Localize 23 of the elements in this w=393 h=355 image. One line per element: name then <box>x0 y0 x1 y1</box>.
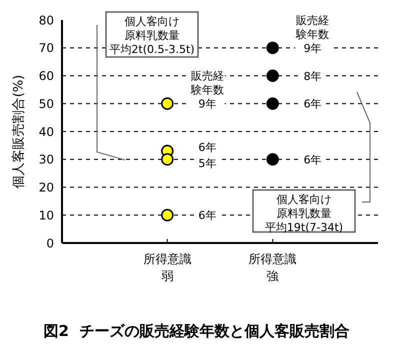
x-tick-label: 所得意識弱 <box>143 252 192 283</box>
y-tick-label: 0 <box>46 236 54 250</box>
y-tick-label: 20 <box>38 180 54 195</box>
y-tick-label: 60 <box>38 69 54 84</box>
annotation: 6年 <box>198 141 216 154</box>
y-axis-title: 個人客販売割合(%) <box>10 74 27 188</box>
annotation: 8年 <box>304 70 322 83</box>
x-tick-label: 所得意識強 <box>248 252 297 283</box>
y-tick-label: 70 <box>38 41 54 56</box>
annotation: 個人客向け原料乳数量平均2t(0.5-3.5t) <box>109 15 195 56</box>
annotation: 5年 <box>198 157 216 170</box>
y-tick-label: 40 <box>38 124 54 139</box>
y-tick-label: 50 <box>38 96 54 111</box>
y-tick-label: 30 <box>38 152 54 167</box>
annotation: 販売経験年数9年 <box>295 14 330 55</box>
annotation: 6年 <box>198 209 216 222</box>
annotation: 6年 <box>304 153 322 166</box>
text: 図2 チーズの販売経験年数と個人客販売割合 <box>42 322 350 341</box>
annotation: 6年 <box>304 98 322 111</box>
annotation: 個人客向け原料乳数量平均19t(7-34t) <box>264 193 344 234</box>
annotation: 販売経験年数9年 <box>190 70 224 111</box>
y-tick-label: 80 <box>38 13 54 28</box>
y-tick-label: 10 <box>38 208 54 222</box>
